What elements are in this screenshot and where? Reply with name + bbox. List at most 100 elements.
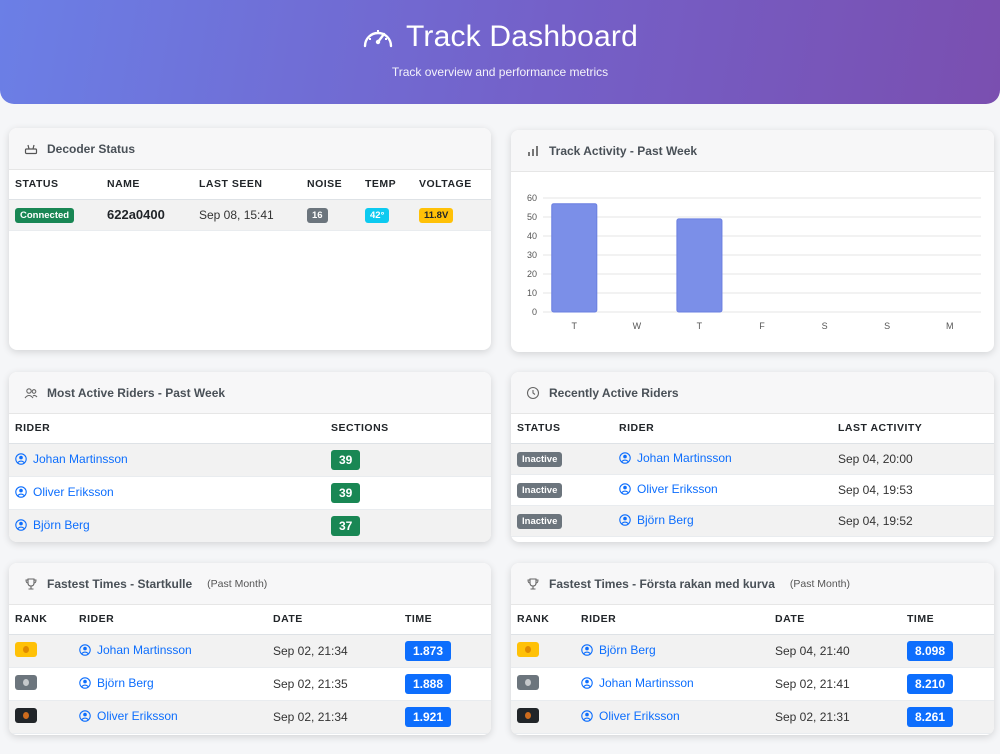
user-circle-icon bbox=[79, 643, 91, 656]
status-badge: Inactive bbox=[517, 513, 563, 529]
gold-medal-icon bbox=[15, 641, 37, 657]
last-activity: Sep 04, 19:53 bbox=[832, 474, 994, 506]
column-header: DATE bbox=[267, 605, 399, 635]
card-header: Fastest Times - Första rakan med kurva (… bbox=[511, 563, 994, 605]
rider-link[interactable]: Johan Martinsson bbox=[15, 452, 128, 466]
y-tick-label: 30 bbox=[527, 250, 537, 260]
last-seen: Sep 08, 15:41 bbox=[193, 199, 301, 231]
card-header: Decoder Status bbox=[9, 128, 491, 170]
bronze-medal-icon bbox=[15, 707, 37, 723]
rider-name[interactable]: Björn Berg bbox=[637, 512, 694, 527]
rider-link[interactable]: Björn Berg bbox=[15, 518, 90, 532]
router-icon bbox=[24, 142, 38, 156]
rider-link[interactable]: Björn Berg bbox=[581, 643, 656, 657]
most-active-riders-card: Most Active Riders - Past Week RIDER SEC… bbox=[9, 372, 491, 542]
dashboard-header: Track Dashboard Track overview and perfo… bbox=[0, 0, 1000, 104]
decoder-name: 622a0400 bbox=[101, 199, 193, 231]
rider-name[interactable]: Björn Berg bbox=[599, 642, 656, 657]
user-circle-icon bbox=[581, 709, 593, 722]
time-badge: 8.210 bbox=[907, 673, 954, 694]
status-badge: Inactive bbox=[517, 451, 563, 467]
rider-name[interactable]: Björn Berg bbox=[33, 517, 90, 532]
time-date: Sep 02, 21:31 bbox=[769, 700, 901, 734]
table-row: Johan Martinsson Sep 02, 21:41 8.210 bbox=[511, 667, 994, 701]
sections-badge: 39 bbox=[331, 482, 361, 503]
column-header: RANK bbox=[9, 605, 73, 635]
rider-link[interactable]: Oliver Eriksson bbox=[581, 709, 680, 723]
track-activity-card: Track Activity - Past Week 0 10 20 30 40 50 60… bbox=[511, 130, 994, 352]
header-title-row: Track Dashboard bbox=[0, 20, 1000, 54]
x-tick-label: T bbox=[572, 321, 578, 331]
x-tick-label: W bbox=[633, 321, 642, 331]
rider-link[interactable]: Johan Martinsson bbox=[581, 676, 694, 690]
rider-name[interactable]: Johan Martinsson bbox=[33, 451, 128, 466]
user-circle-icon bbox=[619, 451, 631, 464]
column-header: TIME bbox=[399, 605, 491, 635]
time-badge: 8.098 bbox=[907, 640, 954, 661]
time-badge: 1.921 bbox=[405, 706, 452, 727]
table-row: Björn Berg Sep 04, 21:40 8.098 bbox=[511, 634, 994, 668]
table-row: Inactive Johan Martinsson Sep 04, 20:00 bbox=[511, 443, 994, 475]
user-circle-icon bbox=[581, 643, 593, 656]
table-row: Connected 622a0400 Sep 08, 15:41 16 42° … bbox=[9, 199, 491, 231]
rider-link[interactable]: Johan Martinsson bbox=[619, 451, 732, 465]
noise-badge: 16 bbox=[307, 207, 328, 223]
voltage-badge: 11.8V bbox=[419, 207, 454, 223]
card-header: Fastest Times - Startkulle (Past Month) bbox=[9, 563, 491, 605]
rider-name[interactable]: Johan Martinsson bbox=[97, 642, 192, 657]
trophy-icon bbox=[526, 577, 540, 591]
x-tick-label: S bbox=[884, 321, 890, 331]
column-header: RIDER bbox=[613, 414, 832, 444]
table-row: Oliver Eriksson 39 bbox=[9, 476, 491, 510]
rider-name[interactable]: Oliver Eriksson bbox=[637, 481, 718, 496]
silver-medal-icon bbox=[15, 674, 37, 690]
x-tick-label: T bbox=[697, 321, 703, 331]
trophy-icon bbox=[24, 577, 38, 591]
rider-link[interactable]: Björn Berg bbox=[619, 513, 694, 527]
column-header: RIDER bbox=[9, 414, 325, 444]
card-title: Most Active Riders - Past Week bbox=[47, 385, 226, 400]
bar-chart-icon bbox=[526, 144, 540, 158]
column-header: STATUS bbox=[9, 170, 101, 200]
last-activity: Sep 04, 19:52 bbox=[832, 505, 994, 537]
card-title: Decoder Status bbox=[47, 141, 136, 156]
sections-badge: 39 bbox=[331, 449, 361, 470]
fastest-times-startkulle-card: Fastest Times - Startkulle (Past Month) … bbox=[9, 563, 491, 735]
rider-name[interactable]: Oliver Eriksson bbox=[599, 708, 680, 723]
table-row: Björn Berg Sep 02, 21:35 1.888 bbox=[9, 667, 491, 701]
column-header: RIDER bbox=[73, 605, 267, 635]
speedometer-icon bbox=[362, 24, 394, 50]
period-label: (Past Month) bbox=[207, 577, 268, 590]
table-row: Johan Martinsson 39 bbox=[9, 443, 491, 477]
most-active-table: RIDER SECTIONS Johan Martinsson 39 Oliver … bbox=[9, 414, 491, 542]
rider-link[interactable]: Oliver Eriksson bbox=[619, 482, 718, 496]
decoder-status-card: Decoder Status STATUS NAME LAST SEEN NOI… bbox=[9, 128, 491, 350]
table-row: Oliver Eriksson Sep 02, 21:34 1.921 bbox=[9, 700, 491, 734]
rider-link[interactable]: Oliver Eriksson bbox=[79, 709, 178, 723]
column-header: LAST ACTIVITY bbox=[832, 414, 994, 444]
card-title: Fastest Times - Första rakan med kurva bbox=[549, 576, 775, 591]
bar bbox=[551, 203, 598, 313]
rider-name[interactable]: Oliver Eriksson bbox=[33, 484, 114, 499]
y-tick-label: 0 bbox=[532, 307, 537, 317]
column-header: RIDER bbox=[575, 605, 769, 635]
rider-link[interactable]: Björn Berg bbox=[79, 676, 154, 690]
time-date: Sep 04, 21:40 bbox=[769, 634, 901, 668]
rider-name[interactable]: Oliver Eriksson bbox=[97, 708, 178, 723]
rider-link[interactable]: Oliver Eriksson bbox=[15, 485, 114, 499]
rider-name[interactable]: Björn Berg bbox=[97, 675, 154, 690]
table-row: Inactive Oliver Eriksson Sep 04, 19:53 bbox=[511, 474, 994, 506]
rider-link[interactable]: Johan Martinsson bbox=[79, 643, 192, 657]
rider-name[interactable]: Johan Martinsson bbox=[599, 675, 694, 690]
people-icon bbox=[24, 386, 38, 400]
column-header: TEMP bbox=[359, 170, 413, 200]
card-title: Recently Active Riders bbox=[549, 385, 679, 400]
card-title: Track Activity - Past Week bbox=[549, 143, 698, 158]
user-circle-icon bbox=[619, 482, 631, 495]
fastest-times-table: RANK RIDER DATE TIME Björn Berg Sep 04, 2… bbox=[511, 605, 994, 734]
period-label: (Past Month) bbox=[789, 577, 850, 590]
card-header: Most Active Riders - Past Week bbox=[9, 372, 491, 414]
column-header: TIME bbox=[901, 605, 994, 635]
rider-name[interactable]: Johan Martinsson bbox=[637, 450, 732, 465]
activity-bar-chart: 0 10 20 30 40 50 60 T W T F S S M bbox=[527, 193, 981, 331]
